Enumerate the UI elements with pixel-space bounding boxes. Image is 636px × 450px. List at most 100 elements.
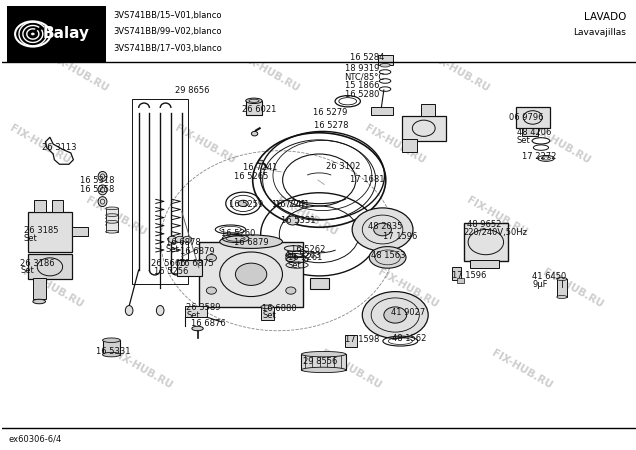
Text: 16 5256: 16 5256 (155, 267, 189, 276)
Ellipse shape (98, 185, 107, 195)
Bar (452, 267, 461, 280)
Text: 16 5258: 16 5258 (80, 185, 114, 194)
Text: 16 6876: 16 6876 (191, 319, 226, 328)
Text: 16 5262: 16 5262 (291, 245, 325, 254)
Text: 16 5318: 16 5318 (80, 176, 114, 185)
Bar (132, 99, 188, 284)
Text: FIX-HUB.RU: FIX-HUB.RU (541, 267, 605, 309)
Text: 3VS741BB/15–V01,blanco: 3VS741BB/15–V01,blanco (113, 11, 222, 20)
Text: 26 6021: 26 6021 (242, 105, 276, 114)
Text: 9μF: 9μF (532, 280, 548, 289)
Circle shape (31, 33, 34, 35)
Text: FIX-HUB.RU: FIX-HUB.RU (363, 123, 427, 165)
Ellipse shape (102, 338, 120, 342)
Ellipse shape (33, 299, 46, 304)
Text: 16 5265: 16 5265 (233, 172, 268, 181)
Text: 16 5284: 16 5284 (350, 53, 384, 62)
Text: 15 1866: 15 1866 (345, 81, 379, 90)
Bar (310, 278, 329, 289)
Text: Set: Set (186, 310, 200, 320)
Ellipse shape (380, 63, 390, 67)
Text: Set: Set (517, 136, 530, 145)
Text: 16 5260: 16 5260 (221, 230, 256, 238)
Text: 41 6450: 41 6450 (532, 272, 566, 281)
Ellipse shape (251, 131, 258, 136)
Text: ex60306-6/4: ex60306-6/4 (9, 434, 62, 443)
Text: 16 7241: 16 7241 (272, 200, 306, 209)
Ellipse shape (220, 235, 282, 248)
Circle shape (363, 292, 428, 338)
Circle shape (183, 236, 192, 243)
Bar (516, 107, 551, 128)
Text: LAVADO: LAVADO (584, 12, 626, 22)
Text: FIX-HUB.RU: FIX-HUB.RU (376, 267, 440, 309)
Circle shape (235, 263, 266, 285)
Bar (199, 242, 303, 307)
Bar (401, 139, 417, 152)
Text: 16 6875: 16 6875 (179, 259, 213, 268)
Circle shape (374, 223, 391, 236)
Ellipse shape (106, 217, 118, 220)
Text: 16 6878: 16 6878 (166, 238, 200, 247)
Bar (261, 307, 273, 320)
Ellipse shape (556, 277, 567, 281)
Text: 16 5331: 16 5331 (281, 216, 315, 225)
Bar (522, 128, 538, 136)
Text: 48 9652: 48 9652 (467, 220, 502, 229)
Bar (34, 200, 46, 212)
Text: 17 1681: 17 1681 (350, 176, 384, 184)
Ellipse shape (301, 351, 346, 357)
Text: FIX-HUB.RU: FIX-HUB.RU (46, 51, 111, 93)
Text: 26 3185: 26 3185 (24, 226, 59, 235)
Text: FIX-HUB.RU: FIX-HUB.RU (85, 195, 148, 237)
Ellipse shape (98, 171, 107, 181)
Text: Set: Set (24, 234, 38, 243)
Bar (177, 260, 202, 276)
Text: FIX-HUB.RU: FIX-HUB.RU (427, 51, 490, 93)
Ellipse shape (156, 306, 164, 315)
Ellipse shape (245, 98, 262, 104)
Circle shape (176, 236, 184, 243)
Text: 16 5278: 16 5278 (314, 122, 349, 130)
Circle shape (168, 236, 177, 243)
Text: FIX-HUB.RU: FIX-HUB.RU (21, 267, 85, 309)
Ellipse shape (261, 305, 273, 309)
Text: FIX-HUB.RU: FIX-HUB.RU (465, 195, 529, 237)
Text: FIX-HUB.RU: FIX-HUB.RU (8, 123, 73, 165)
Text: 26 3113: 26 3113 (42, 143, 76, 152)
Text: Set: Set (20, 266, 34, 275)
Ellipse shape (192, 326, 204, 331)
Text: 17 1596: 17 1596 (452, 271, 487, 280)
Text: 26 3589: 26 3589 (186, 303, 221, 312)
Text: 16 5261: 16 5261 (287, 253, 322, 262)
Ellipse shape (556, 296, 567, 299)
Text: 17 1596: 17 1596 (383, 232, 417, 241)
Text: 26 3102: 26 3102 (326, 162, 360, 171)
Bar (106, 208, 118, 218)
Ellipse shape (102, 352, 120, 357)
Text: 48 1562: 48 1562 (392, 334, 427, 343)
Text: FIX-HUB.RU: FIX-HUB.RU (490, 348, 554, 390)
Circle shape (384, 307, 406, 323)
Bar (378, 55, 393, 65)
Bar (106, 215, 118, 225)
Bar (556, 279, 567, 297)
Text: NTC/85°C: NTC/85°C (345, 72, 385, 81)
Bar (52, 200, 63, 212)
Bar (106, 222, 118, 232)
Text: 3VS741BB/17–V03,blanco: 3VS741BB/17–V03,blanco (113, 44, 222, 53)
Ellipse shape (301, 367, 346, 373)
Ellipse shape (106, 214, 118, 216)
Text: FIX-HUB.RU: FIX-HUB.RU (173, 123, 237, 165)
Bar (28, 212, 72, 252)
Bar (457, 278, 464, 283)
Text: FIX-HUB.RU: FIX-HUB.RU (319, 348, 383, 390)
Bar (420, 104, 434, 116)
Text: 48 4206: 48 4206 (517, 128, 551, 137)
Text: Set: Set (287, 261, 301, 270)
Text: 16 5331: 16 5331 (96, 346, 130, 356)
Bar (28, 254, 72, 279)
Bar (3, 0, 636, 62)
Text: 16 5263: 16 5263 (286, 251, 321, 260)
Text: 29 8656: 29 8656 (176, 86, 210, 95)
